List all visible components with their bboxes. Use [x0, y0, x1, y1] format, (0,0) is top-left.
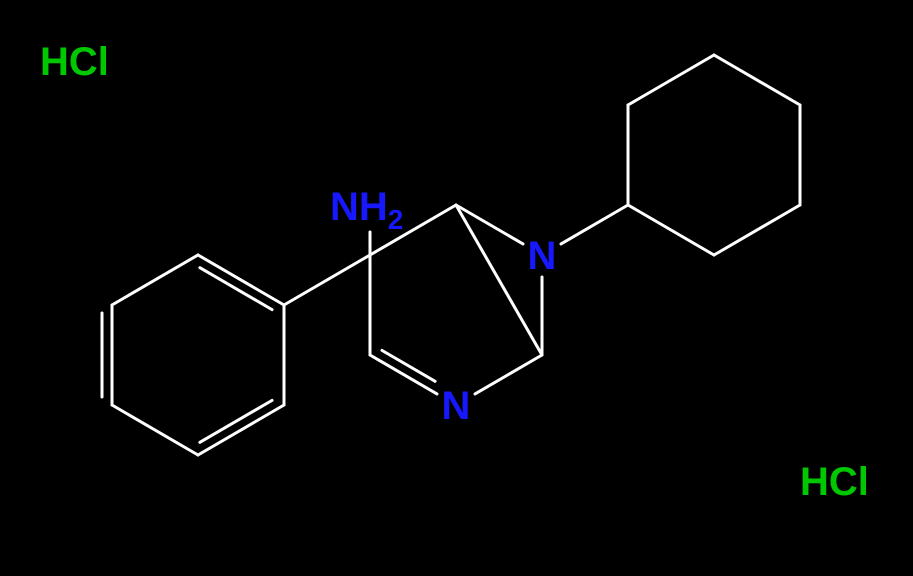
bond [475, 355, 542, 394]
bond [200, 268, 272, 310]
bond [284, 255, 370, 305]
bond [112, 405, 198, 455]
bond [561, 205, 628, 244]
bond [456, 205, 542, 355]
bond [200, 400, 272, 442]
chemical-structure-canvas: HCl HCl NH2 N N [0, 0, 913, 576]
bond [714, 205, 800, 255]
n-atom-label-0: N [442, 384, 471, 428]
nh2-label: NH2 [330, 185, 403, 235]
bond [198, 405, 284, 455]
bond [198, 255, 284, 305]
bond [714, 55, 800, 105]
hcl-label-0: HCl [40, 40, 109, 84]
bond [112, 255, 198, 305]
bond [628, 205, 714, 255]
bond [628, 55, 714, 105]
bond [370, 355, 437, 394]
n-atom-label-1: N [528, 234, 557, 278]
hcl-label-1: HCl [800, 460, 869, 504]
